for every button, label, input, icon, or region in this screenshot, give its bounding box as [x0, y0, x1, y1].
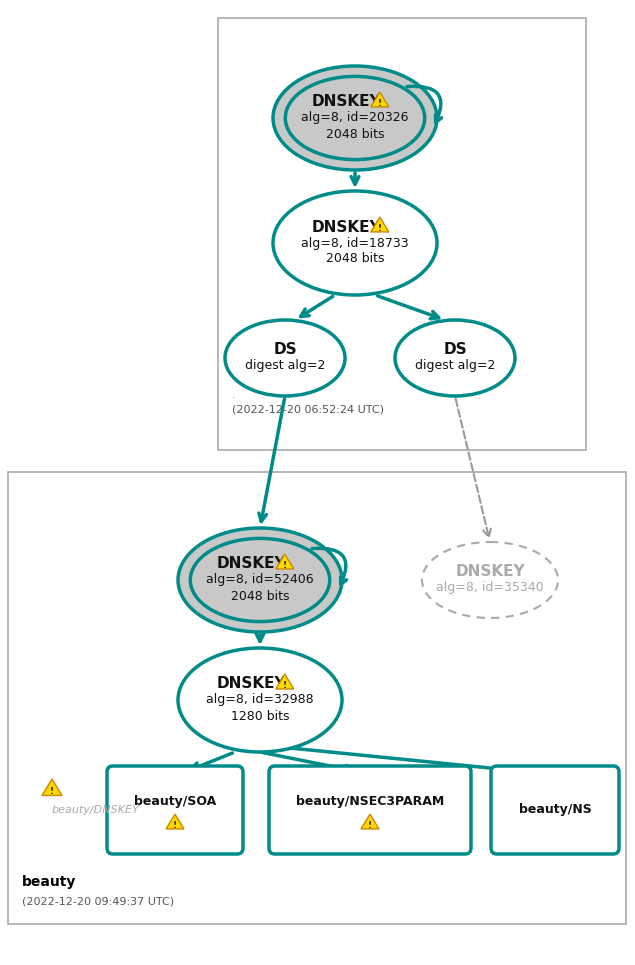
FancyArrowPatch shape — [191, 753, 232, 770]
Text: beauty/DNSKEY: beauty/DNSKEY — [51, 805, 139, 815]
Ellipse shape — [178, 528, 342, 632]
Polygon shape — [166, 814, 184, 829]
FancyArrowPatch shape — [351, 173, 359, 184]
Text: alg=8, id=20326: alg=8, id=20326 — [301, 112, 409, 124]
Text: .: . — [232, 390, 236, 400]
Ellipse shape — [273, 191, 437, 295]
Text: !: ! — [173, 821, 177, 830]
Bar — [218, 18, 586, 450]
Polygon shape — [42, 779, 62, 795]
Text: !: ! — [378, 98, 382, 108]
Text: 2048 bits: 2048 bits — [231, 590, 290, 602]
FancyArrowPatch shape — [312, 548, 347, 585]
Text: (2022-12-20 06:52:24 UTC): (2022-12-20 06:52:24 UTC) — [232, 404, 384, 414]
Text: !: ! — [368, 821, 372, 830]
Polygon shape — [371, 217, 389, 232]
Text: alg=8, id=32988: alg=8, id=32988 — [206, 694, 314, 706]
Text: beauty: beauty — [22, 875, 76, 889]
FancyArrowPatch shape — [300, 296, 333, 317]
Bar — [8, 472, 626, 924]
Text: beauty/SOA: beauty/SOA — [134, 795, 216, 809]
FancyBboxPatch shape — [269, 766, 471, 854]
Text: !: ! — [283, 561, 287, 570]
Text: !: ! — [50, 787, 54, 796]
Text: 1280 bits: 1280 bits — [231, 709, 290, 723]
FancyArrowPatch shape — [456, 399, 491, 538]
Text: beauty/NSEC3PARAM: beauty/NSEC3PARAM — [296, 795, 444, 809]
Text: DS: DS — [273, 343, 297, 357]
FancyBboxPatch shape — [107, 766, 243, 854]
Polygon shape — [361, 814, 379, 829]
Text: digest alg=2: digest alg=2 — [245, 360, 325, 372]
Text: 2048 bits: 2048 bits — [326, 253, 384, 265]
Text: DNSKEY: DNSKEY — [216, 557, 286, 571]
Polygon shape — [276, 554, 294, 569]
Text: !: ! — [378, 224, 382, 233]
Text: (2022-12-20 09:49:37 UTC): (2022-12-20 09:49:37 UTC) — [22, 896, 174, 906]
Ellipse shape — [178, 648, 342, 752]
Text: DNSKEY: DNSKEY — [311, 95, 381, 109]
FancyArrowPatch shape — [378, 296, 439, 318]
Text: DNSKEY: DNSKEY — [311, 219, 381, 234]
FancyArrowPatch shape — [263, 753, 354, 773]
Text: digest alg=2: digest alg=2 — [415, 360, 495, 372]
Text: alg=8, id=52406: alg=8, id=52406 — [206, 573, 314, 587]
FancyArrowPatch shape — [259, 399, 284, 521]
FancyArrowPatch shape — [407, 86, 441, 123]
Text: alg=8, id=18733: alg=8, id=18733 — [301, 236, 409, 250]
Text: DS: DS — [443, 343, 467, 357]
Text: 2048 bits: 2048 bits — [326, 127, 384, 141]
Ellipse shape — [395, 320, 515, 396]
Ellipse shape — [422, 542, 558, 618]
Text: DNSKEY: DNSKEY — [455, 565, 525, 580]
Polygon shape — [371, 92, 389, 107]
FancyArrowPatch shape — [256, 634, 264, 642]
Ellipse shape — [225, 320, 345, 396]
Text: !: ! — [283, 681, 287, 690]
FancyArrowPatch shape — [293, 748, 523, 775]
Text: DNSKEY: DNSKEY — [216, 676, 286, 692]
Text: alg=8, id=35340: alg=8, id=35340 — [436, 582, 544, 594]
FancyBboxPatch shape — [491, 766, 619, 854]
Text: beauty/NS: beauty/NS — [519, 804, 591, 816]
Ellipse shape — [273, 66, 437, 170]
Polygon shape — [276, 675, 294, 689]
